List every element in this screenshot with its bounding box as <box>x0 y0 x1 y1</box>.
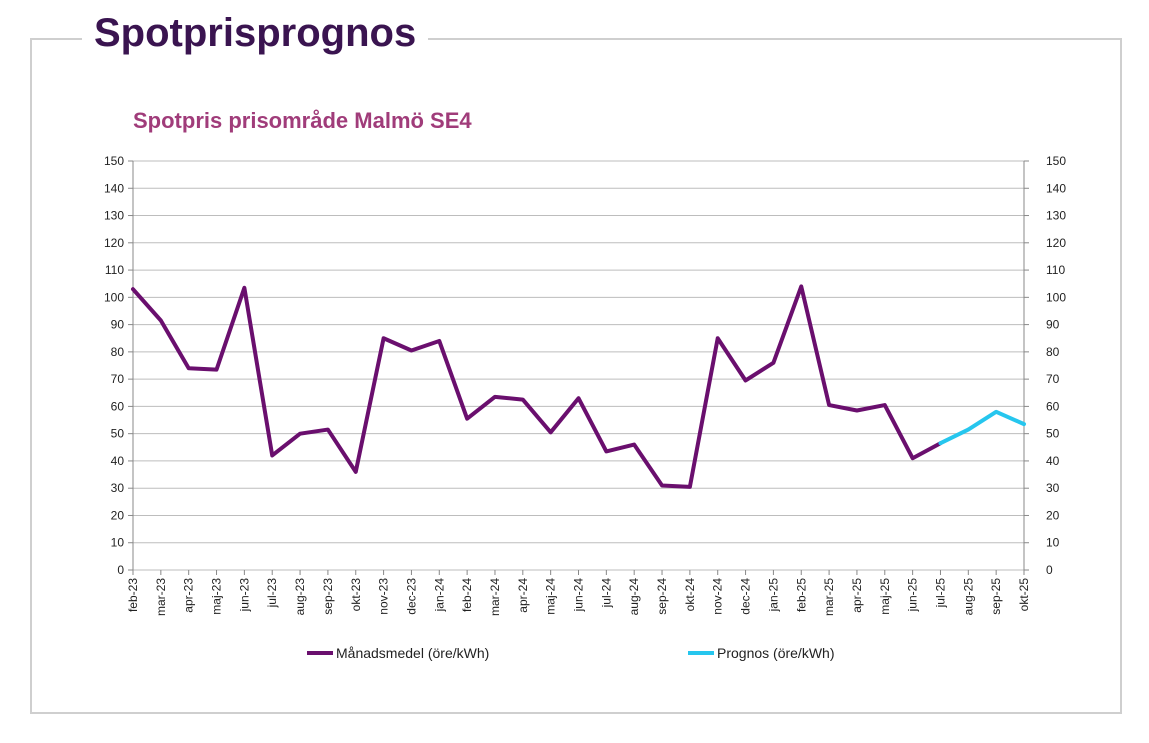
xtick-label: mar-24 <box>488 578 502 616</box>
ytick-label-right: 100 <box>1046 290 1066 304</box>
xtick-label: dec-23 <box>404 578 418 615</box>
xtick-label: mar-23 <box>154 578 168 616</box>
xtick-label: apr-24 <box>516 578 530 613</box>
ytick-label-left: 120 <box>104 236 124 250</box>
ytick-label-right: 30 <box>1046 481 1060 495</box>
xtick-label: nov-24 <box>711 578 725 615</box>
xtick-label: nov-23 <box>377 578 391 615</box>
ytick-label-left: 70 <box>111 372 125 386</box>
ytick-label-left: 110 <box>105 263 124 277</box>
xtick-label: feb-23 <box>126 578 140 612</box>
xtick-label: jun-23 <box>237 578 251 613</box>
ytick-label-right: 10 <box>1046 536 1060 550</box>
xtick-label: jul-24 <box>599 578 613 609</box>
xtick-label: jun-25 <box>906 578 920 613</box>
ytick-label-left: 150 <box>104 154 124 168</box>
series-manadsmedel-line <box>131 284 943 489</box>
xtick-label: sep-24 <box>655 578 669 615</box>
xtick-label: feb-25 <box>794 578 808 612</box>
xtick-label: okt-23 <box>349 578 363 612</box>
xtick-label: aug-24 <box>627 578 641 616</box>
page-title: Spotprisprognos <box>82 8 429 58</box>
ytick-label-right: 130 <box>1046 209 1066 223</box>
ytick-label-left: 0 <box>117 563 124 577</box>
ytick-label-left: 20 <box>111 508 125 522</box>
ytick-label-left: 50 <box>111 427 125 441</box>
ytick-label-right: 80 <box>1046 345 1060 359</box>
series-prognos-line <box>938 409 1026 446</box>
xtick-label: aug-25 <box>961 578 975 616</box>
ytick-label-right: 40 <box>1046 454 1060 468</box>
chart-title: Spotpris prisområde Malmö SE4 <box>133 108 472 133</box>
xtick-label: jul-23 <box>265 578 279 609</box>
chart-frame <box>30 38 1122 714</box>
xtick-label: sep-23 <box>321 578 335 615</box>
ytick-label-right: 110 <box>1046 263 1065 277</box>
ytick-label-right: 150 <box>1046 154 1066 168</box>
xtick-label: aug-23 <box>293 578 307 616</box>
ytick-label-left: 130 <box>104 209 124 223</box>
ytick-label-right: 20 <box>1046 508 1060 522</box>
ytick-label-right: 60 <box>1046 399 1060 413</box>
xtick-label: maj-23 <box>210 578 224 615</box>
xtick-label: jan-24 <box>432 578 446 613</box>
ytick-label-left: 30 <box>111 481 125 495</box>
xtick-label: jul-25 <box>933 578 947 609</box>
legend-label-manadsmedel: Månadsmedel (öre/kWh) <box>336 645 489 661</box>
xtick-label: apr-25 <box>850 578 864 613</box>
xtick-label: maj-24 <box>544 578 558 615</box>
xtick-label: jan-25 <box>766 578 780 613</box>
ytick-label-left: 80 <box>111 345 125 359</box>
xtick-label: sep-25 <box>989 578 1003 615</box>
ytick-label-left: 60 <box>111 399 125 413</box>
xtick-label: okt-25 <box>1017 578 1031 612</box>
ytick-label-right: 90 <box>1046 318 1060 332</box>
xtick-label: dec-24 <box>739 578 753 615</box>
xtick-label: maj-25 <box>878 578 892 615</box>
legend: Månadsmedel (öre/kWh) Prognos (öre/kWh) <box>307 645 834 661</box>
xtick-label: jun-24 <box>572 578 586 613</box>
xtick-label: apr-23 <box>182 578 196 613</box>
ytick-label-left: 40 <box>111 454 125 468</box>
ytick-label-right: 70 <box>1046 372 1060 386</box>
ytick-label-left: 90 <box>111 318 125 332</box>
legend-label-prognos: Prognos (öre/kWh) <box>717 645 834 661</box>
ytick-label-left: 10 <box>111 536 125 550</box>
xtick-label: okt-24 <box>683 578 697 612</box>
xtick-label: feb-24 <box>460 578 474 612</box>
ytick-label-right: 140 <box>1046 181 1066 195</box>
ytick-label-left: 140 <box>104 181 124 195</box>
ytick-label-right: 120 <box>1046 236 1066 250</box>
ytick-label-right: 50 <box>1046 427 1060 441</box>
xtick-label: mar-25 <box>822 578 836 616</box>
ytick-label-right: 0 <box>1046 563 1053 577</box>
ytick-label-left: 100 <box>104 290 124 304</box>
